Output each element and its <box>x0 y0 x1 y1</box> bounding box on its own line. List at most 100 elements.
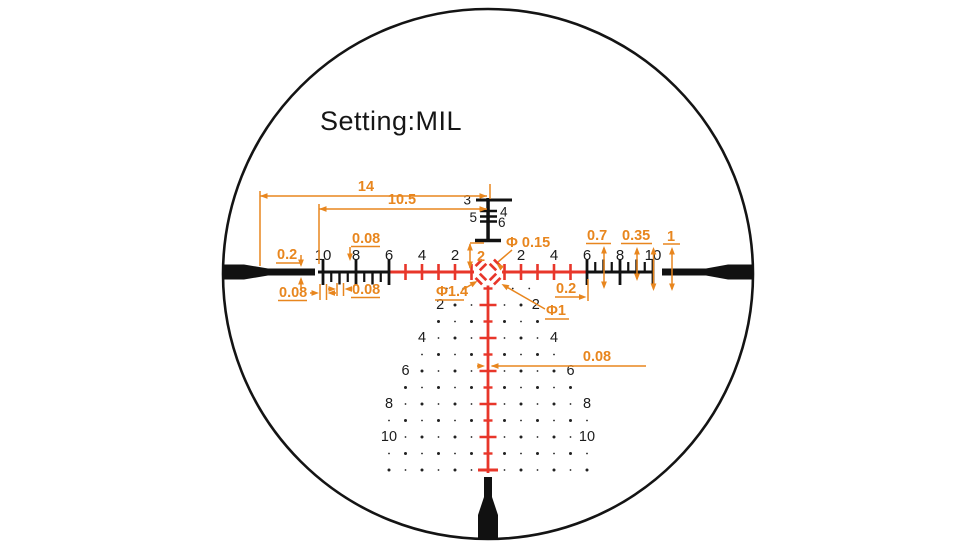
dim-label-10-5: 10.5 <box>388 192 416 208</box>
tree-dot <box>519 303 523 307</box>
tree-dot <box>503 337 506 339</box>
tree-dot <box>503 386 506 389</box>
tree-dot <box>519 435 523 439</box>
dim-label-02-right: 0.2 <box>556 281 576 297</box>
top-stadia-scale: 3 4 5 6 <box>463 193 512 243</box>
mil-number: 2 <box>517 247 525 264</box>
tree-dot <box>437 469 440 471</box>
tree-dot <box>520 320 522 323</box>
tree-dot <box>453 468 457 472</box>
h-line-red-right <box>502 270 587 274</box>
arrowhead <box>298 277 304 285</box>
tree-dot <box>437 353 440 356</box>
tree-dot <box>536 419 539 422</box>
arrowhead <box>477 363 485 369</box>
tree-dot <box>470 469 473 471</box>
tree-dot <box>503 469 506 471</box>
arrowhead <box>634 247 640 255</box>
tree-dot <box>420 435 424 439</box>
tree-dot <box>503 304 506 306</box>
tree-dot <box>569 452 572 455</box>
dim-label-1: 1 <box>667 229 675 245</box>
arrowhead <box>496 263 505 271</box>
tree-dot <box>553 419 555 422</box>
horizontal-numbers: 108642246810 <box>315 247 662 264</box>
arrowhead <box>319 206 327 212</box>
tree-dot <box>388 452 390 455</box>
tree-dot <box>454 320 456 323</box>
dim-label-2: 2 <box>477 249 485 265</box>
tree-dot <box>503 370 506 372</box>
arrowhead <box>311 290 319 296</box>
arrowhead <box>669 247 675 255</box>
mil-number: 8 <box>352 247 360 264</box>
arrowhead <box>491 363 499 369</box>
tree-dot <box>404 386 407 389</box>
tree-dot <box>453 402 457 406</box>
tree-row-number: 8 <box>583 396 591 412</box>
arrowhead <box>601 246 607 254</box>
tree-dot <box>569 403 572 405</box>
dim-leader <box>497 249 513 263</box>
tree-dot <box>454 353 456 356</box>
dim-label-035: 0.35 <box>622 228 650 244</box>
dim-label-008-tree: 0.08 <box>583 349 611 365</box>
tree-row-number: 2 <box>532 297 540 313</box>
dim-label-008-b2: 0.08 <box>352 282 380 298</box>
arrowhead <box>601 281 607 289</box>
tree-dot <box>503 320 506 323</box>
tree-dot <box>536 337 539 339</box>
tree-dot <box>404 419 407 422</box>
mil-number: 4 <box>550 247 558 264</box>
posts <box>222 264 753 540</box>
tree-dot <box>470 436 473 438</box>
tree-dot <box>552 468 556 472</box>
tree-dot <box>421 353 423 356</box>
arrowhead <box>669 283 675 291</box>
arrowhead <box>650 283 657 291</box>
tree-dot <box>453 369 457 373</box>
dim-label-phi015: Φ 0.15 <box>506 235 550 251</box>
tree-dot <box>520 419 522 422</box>
arrowhead <box>327 290 335 296</box>
tree-dot <box>520 386 522 389</box>
tree-dot <box>552 402 556 406</box>
arrowhead <box>479 193 487 199</box>
arrowhead <box>467 243 473 251</box>
tree-dot <box>536 452 539 455</box>
center-x-dash <box>478 272 488 282</box>
tree-dot <box>528 287 531 290</box>
dim-label-14: 14 <box>358 179 374 195</box>
mil-number: 8 <box>616 247 624 264</box>
tree-dot <box>420 369 424 373</box>
tree-dots: 2 2 4 4 6 6 8 8 10 10 <box>381 287 595 472</box>
tree-dot <box>553 452 555 455</box>
top-scale-number: 4 <box>500 205 508 220</box>
right-post-tail <box>662 268 706 276</box>
tree-dot <box>519 468 523 472</box>
tree-dot <box>437 370 440 372</box>
tree-dot <box>520 452 522 455</box>
dim-label-phi14: Φ1.4 <box>436 284 468 300</box>
tree-dot <box>453 336 457 340</box>
tree-dot <box>585 468 589 472</box>
tree-dot <box>445 287 448 290</box>
tree-dot <box>470 304 473 306</box>
tree-dot <box>387 468 391 472</box>
tree-dot <box>404 469 407 471</box>
tree-dot <box>552 369 556 373</box>
arrowhead <box>298 259 304 267</box>
tree-dot <box>519 402 523 406</box>
tree-dot <box>536 436 539 438</box>
dim-leader <box>503 284 546 310</box>
setting-label: Setting:MIL <box>320 106 463 136</box>
tree-dot <box>520 353 522 356</box>
tree-row-number: 8 <box>385 396 393 412</box>
tree-row-number: 4 <box>418 330 426 346</box>
tree-row-number: 10 <box>579 429 595 445</box>
arrowhead <box>347 253 353 261</box>
tree-dot <box>470 452 473 455</box>
tree-dot <box>437 419 440 422</box>
dim-label-phi1: Φ1 <box>546 303 566 319</box>
